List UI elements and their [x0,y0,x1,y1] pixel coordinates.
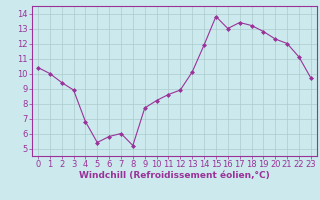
X-axis label: Windchill (Refroidissement éolien,°C): Windchill (Refroidissement éolien,°C) [79,171,270,180]
